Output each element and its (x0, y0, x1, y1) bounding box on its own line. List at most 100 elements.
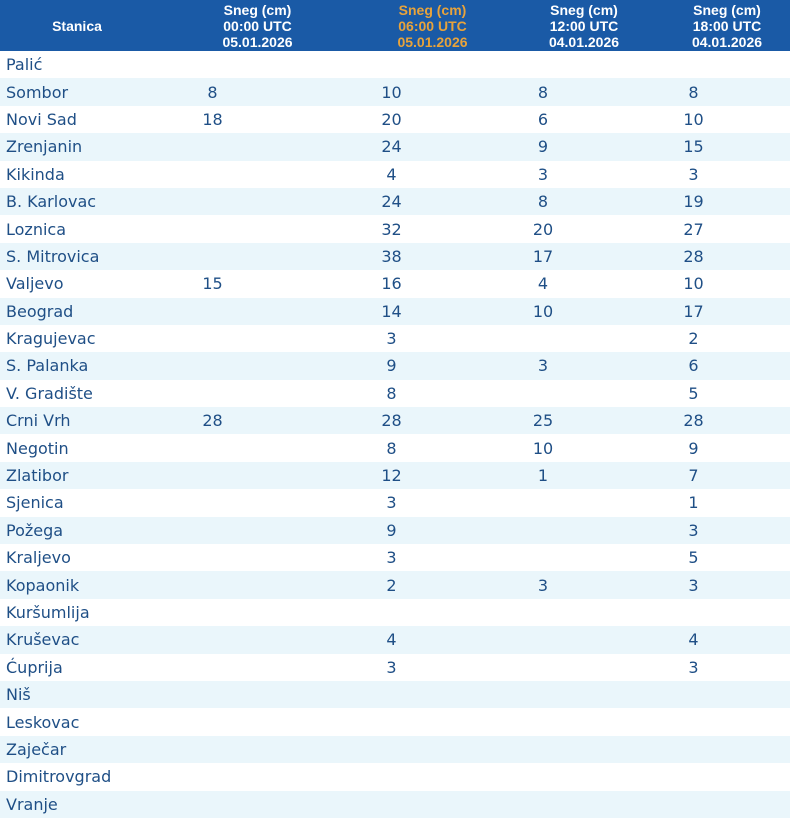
station-name: Zaječar (6, 739, 67, 759)
station-name: V. Gradište (6, 383, 93, 403)
snow-value: 17 (532, 246, 554, 266)
header-col-label: Sneg (cm) (693, 1, 761, 18)
header-col-time: 06:00 UTC (398, 17, 467, 34)
snow-value: 3 (386, 657, 397, 677)
table-row: Zrenjanin 24 9 15 (0, 133, 790, 161)
table-row: Leskovac (0, 708, 790, 736)
snow-value: 18 (202, 109, 223, 129)
snow-value (154, 681, 361, 708)
snow-value: 10 (683, 274, 704, 294)
snow-value (504, 708, 664, 735)
snow-value (154, 544, 361, 571)
header-col-1800: Sneg (cm) 18:00 UTC 04.01.2026 (664, 0, 790, 51)
snow-value (154, 462, 361, 489)
table-row: B. Karlovac 24 8 19 (0, 187, 790, 216)
snow-value: 14 (381, 301, 402, 321)
snow-value (361, 763, 504, 790)
snow-value: 9 (386, 520, 397, 540)
snow-value (154, 243, 361, 270)
header-col-1200: Sneg (cm) 12:00 UTC 04.01.2026 (504, 0, 664, 51)
snow-value: 5 (688, 548, 699, 568)
snow-value: 10 (381, 82, 402, 102)
snow-value (154, 791, 361, 818)
snow-value (154, 708, 361, 735)
snow-value (361, 736, 504, 763)
table-row: Zlatibor 12 1 7 (0, 461, 790, 490)
snow-value: 9 (537, 137, 549, 157)
snow-value: 8 (537, 82, 549, 102)
station-name: Dimitrovgrad (6, 767, 112, 787)
snow-value: 3 (688, 164, 699, 184)
table-row: Ćuprija 3 3 (0, 653, 790, 681)
snow-value: 3 (537, 356, 549, 376)
snow-value: 3 (688, 520, 699, 540)
table-row: Valjevo 15 16 4 10 (0, 270, 790, 298)
snow-value: 28 (202, 411, 223, 431)
snow-value: 1 (537, 466, 549, 486)
table-row: V. Gradište 8 5 (0, 379, 790, 408)
header-col-label: Sneg (cm) (398, 1, 467, 18)
snow-value (361, 599, 504, 626)
table-row: Kragujevac 3 2 (0, 324, 790, 353)
snow-value (154, 736, 361, 763)
snow-value (664, 708, 790, 735)
snow-value: 38 (381, 246, 402, 266)
snow-value: 20 (532, 219, 554, 239)
snow-value: 10 (532, 301, 554, 321)
snow-value (154, 188, 361, 215)
snow-value (664, 51, 790, 78)
snow-value: 15 (202, 274, 223, 294)
header-col-date: 04.01.2026 (548, 33, 620, 50)
table-row: Dimitrovgrad (0, 763, 790, 791)
snow-value: 27 (683, 219, 704, 239)
header-col-time: 12:00 UTC (549, 17, 619, 34)
snow-value: 9 (688, 438, 699, 458)
station-name: Beograd (6, 301, 74, 321)
snow-value (504, 489, 664, 516)
snow-value: 5 (688, 383, 699, 403)
header-col-date: 05.01.2026 (222, 33, 293, 50)
snow-value: 20 (381, 109, 402, 129)
table-row: Novi Sad 18 20 6 10 (0, 105, 790, 134)
snow-value: 28 (683, 411, 704, 431)
station-name: Negotin (6, 438, 69, 458)
table-row: Kuršumlija (0, 598, 790, 627)
table-row: Kraljevo 3 5 (0, 544, 790, 572)
snow-value: 8 (688, 82, 699, 102)
table-row: S. Mitrovica 38 17 28 (0, 242, 790, 271)
table-row: Vranje (0, 790, 790, 818)
station-name: Loznica (6, 219, 67, 239)
snow-value (504, 736, 664, 763)
header-col-label: Sneg (cm) (223, 1, 292, 18)
station-name: Novi Sad (6, 109, 77, 129)
station-name: Valjevo (6, 274, 64, 294)
snow-value: 24 (381, 137, 402, 157)
snow-value (154, 571, 361, 598)
snow-value (504, 626, 664, 653)
station-name: Kopaonik (6, 575, 80, 595)
snow-value (504, 380, 664, 407)
table-row: Sjenica 3 1 (0, 489, 790, 517)
snow-value (154, 133, 361, 160)
snow-value: 32 (381, 219, 402, 239)
snow-value: 24 (381, 192, 402, 212)
station-name: Kuršumlija (6, 603, 90, 622)
snow-value: 8 (537, 192, 549, 212)
table-row: Zaječar (0, 735, 790, 764)
snow-value (154, 161, 361, 188)
snow-value (504, 763, 664, 790)
table-row: Kruševac 4 4 (0, 626, 790, 654)
table-row: Loznica 32 20 27 (0, 215, 790, 243)
snow-value: 3 (386, 329, 397, 349)
snow-value (154, 352, 361, 379)
snow-value: 8 (386, 383, 397, 403)
station-name: Sombor (6, 82, 69, 102)
snow-value: 6 (537, 109, 549, 129)
station-name: Požega (6, 520, 64, 540)
station-name: Niš (6, 685, 31, 705)
table-row: Negotin 8 10 9 (0, 434, 790, 462)
snow-value: 2 (386, 575, 397, 595)
snow-value (154, 763, 361, 790)
station-name: Vranje (6, 794, 58, 814)
